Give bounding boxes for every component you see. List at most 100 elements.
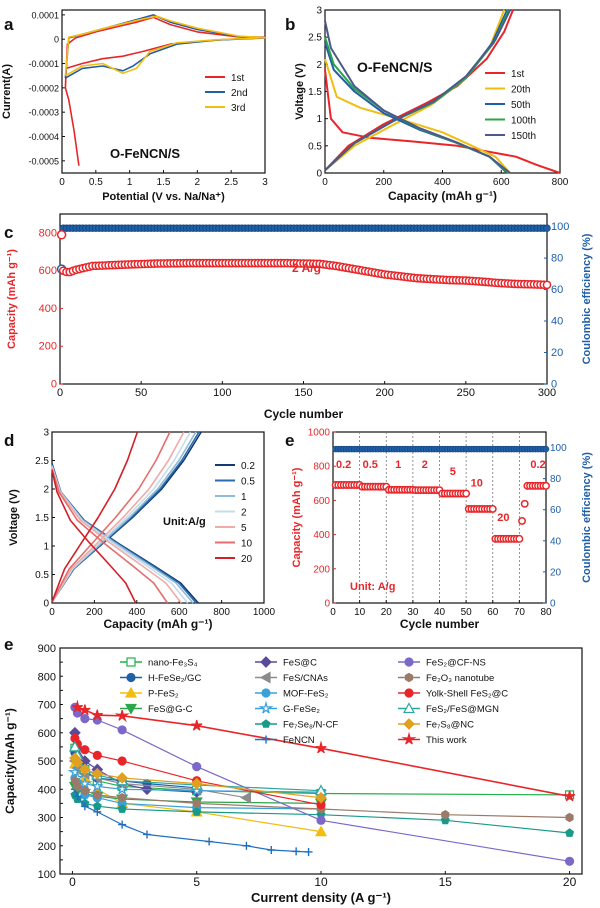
legend-entry: 2nd: [231, 88, 248, 99]
data-point: [67, 766, 83, 778]
y-tick-label: 700: [38, 700, 56, 712]
data-point: [93, 790, 102, 800]
data-point: [91, 767, 104, 780]
data-point: [205, 837, 214, 846]
y-tick-label: 0: [316, 169, 322, 180]
data-point: [114, 710, 130, 723]
panel-label: b: [285, 15, 295, 34]
data-point: [91, 709, 103, 721]
x-tick-label: 0: [69, 875, 76, 889]
x-tick-label: 15: [439, 875, 453, 889]
y-tick-label: 600: [313, 496, 330, 507]
x-tick-label: 0: [59, 177, 65, 188]
y-axis-title: Voltage (V): [294, 63, 306, 120]
y-tick-label: 800: [39, 227, 57, 239]
y-tick-label: -0.0005: [28, 156, 59, 166]
y-tick-label: 100: [38, 869, 56, 881]
legend-entry: 20th: [511, 85, 530, 96]
data-point: [68, 740, 81, 752]
x-axis-title: Cycle number: [400, 617, 480, 631]
y-tick-label: -0.0003: [28, 108, 59, 118]
legend-entry: 3rd: [231, 103, 245, 114]
data-point: [118, 793, 127, 803]
unit-label: Unit:A/g: [163, 516, 206, 528]
data-point: [124, 703, 138, 715]
data-point: [73, 781, 82, 792]
data-point: [315, 791, 327, 804]
panel-label: e: [285, 431, 294, 450]
efficiency-point: [542, 445, 550, 453]
unit-label: Unit: A/g: [350, 581, 395, 593]
x-tick-label: 80: [540, 607, 552, 618]
rate-label: 0.2: [336, 459, 351, 471]
data-point: [261, 688, 271, 698]
legend-entry: MOF-FeS₂: [283, 689, 329, 700]
x-tick-label: 40: [434, 607, 446, 618]
panel-label: a: [4, 15, 14, 34]
data-point: [117, 804, 127, 813]
y-axis-title: Capacity (mAh g⁻¹): [291, 467, 303, 567]
x-tick-label: 0: [322, 177, 328, 188]
panel-a: 0 0.5 1 1.5 2 2.5 3 0.0001 0 -0.0001 -0.0002 -0.000…: [1, 9, 268, 203]
data-point: [258, 700, 274, 714]
y2-tick-label: 0: [550, 599, 556, 610]
data-point: [564, 856, 575, 866]
x-tick-label: 0: [330, 607, 336, 618]
data-point: [404, 672, 414, 683]
x-tick-label: 20: [381, 607, 393, 618]
capacity-point: [542, 280, 552, 290]
x-tick-label: 5: [193, 875, 200, 889]
x-tick-label: 70: [514, 607, 526, 618]
panel-label: d: [4, 431, 14, 450]
discharge-curve: [324, 20, 511, 174]
x-tick-label: 300: [538, 387, 556, 399]
y-tick-label: 1.5: [35, 513, 49, 524]
x-axis-title: Potential (V vs. Na/Na⁺): [102, 191, 225, 203]
legend-entry: 50th: [511, 100, 530, 111]
panel-label: c: [4, 223, 13, 242]
panel-label: e: [4, 635, 13, 654]
legend-entry: FeNCN: [283, 735, 315, 746]
x-tick-label: 1: [127, 177, 133, 188]
y-tick-label: 2: [316, 60, 322, 71]
x-tick-label: 60: [487, 607, 499, 618]
data-point: [124, 686, 138, 698]
legend-entry: 100th: [511, 116, 536, 127]
data-point: [565, 812, 574, 823]
legend-entry: Fe₇Se₈/N-CF: [283, 720, 338, 731]
panel-e-comparison: 0 5 10 15 20 100 200 300 400 500 600 700 800 900 nano-…: [3, 635, 583, 905]
data-point: [126, 657, 136, 667]
data-point: [563, 790, 576, 802]
data-point: [267, 845, 276, 854]
y-tick-label: 200: [39, 341, 57, 353]
x-axis-title: Cycle number: [264, 407, 344, 421]
y2-tick-label: 40: [551, 316, 563, 328]
x-tick-label: 400: [434, 177, 451, 188]
x-tick-label: 600: [493, 177, 510, 188]
capacity-point: [56, 230, 67, 240]
y-tick-label: 400: [39, 303, 57, 315]
y-tick-label: -0.0001: [28, 59, 59, 69]
y-tick-label: 0.5: [35, 570, 49, 581]
charge-curve: [51, 431, 139, 603]
data-point: [401, 731, 417, 745]
capacity-point: [520, 499, 529, 508]
data-point: [117, 725, 127, 735]
x-tick-label: 50: [135, 387, 147, 399]
data-point: [261, 719, 271, 728]
data-point: [402, 702, 416, 714]
discharge-curve: [324, 58, 511, 174]
x-axis-title: Current density (A g⁻¹): [251, 890, 391, 905]
y2-tick-label: 20: [550, 567, 562, 578]
data-point: [314, 825, 328, 837]
plot-frame: [59, 213, 548, 385]
legend-entry: FeS/CNAs: [283, 673, 328, 684]
rate-label: 0.5: [363, 459, 378, 471]
x-tick-label: 600: [171, 607, 188, 618]
efficiency-point: [543, 224, 551, 232]
legend-entry: FeS₂/FeS@MGN: [426, 704, 499, 715]
figure-layer: 0 0.5 1 1.5 2 2.5 3 0.0001 0 -0.0001 -0.0002 -0.000…: [1, 6, 593, 906]
data-point: [116, 772, 128, 784]
y-axis-title: Capacity (mAh g⁻¹): [6, 249, 18, 349]
